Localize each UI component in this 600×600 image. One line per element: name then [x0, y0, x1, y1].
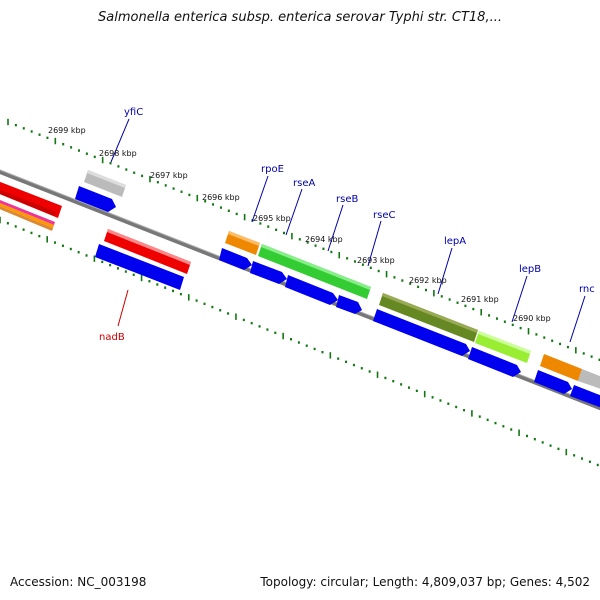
gene-lepb[interactable] [475, 331, 531, 363]
accession-text: Accession: NC_003198 [10, 575, 147, 589]
gene-label-rseb[interactable]: rseB [336, 194, 358, 205]
feature-multicolor-left[interactable] [0, 196, 55, 231]
gene-rsea-rseb[interactable] [258, 244, 371, 299]
kbp-label: 2692 kbp [409, 276, 447, 285]
cds-lepa[interactable] [373, 309, 470, 356]
cds-yfic[interactable] [75, 186, 116, 212]
gene-rpoe[interactable] [225, 231, 260, 255]
kbp-label: 2693 kbp [357, 256, 395, 265]
cds-rseb[interactable] [285, 275, 338, 305]
cds-nadb[interactable] [95, 244, 184, 290]
map-title: Salmonella enterica subsp. enterica sero… [98, 10, 502, 25]
cds-rpoe[interactable] [219, 248, 252, 270]
label-leaders [110, 118, 586, 343]
cds-rsea[interactable] [250, 261, 287, 284]
genome-summary-text: Topology: circular; Length: 4,809,037 bp… [260, 575, 590, 589]
gene-label-lepa[interactable]: lepA [444, 236, 466, 247]
kbp-label: 2699 kbp [48, 126, 86, 135]
gene-label-rsea[interactable]: rseA [293, 178, 315, 189]
gene-label-rsec[interactable]: rseC [373, 210, 395, 221]
gene-label-lepb[interactable]: lepB [519, 264, 541, 275]
tick-track [0, 118, 600, 467]
gene-label-nadb[interactable]: nadB [99, 332, 125, 343]
kbp-label: 2695 kbp [253, 214, 291, 223]
gene-label-rpoe[interactable]: rpoE [261, 164, 284, 175]
gene-labels: yfiC rpoE rseA rseB rseC lepA lepB rnc n… [99, 107, 595, 343]
kbp-scale: 2699 kbp 2698 kbp 2697 kbp 2696 kbp 2695… [48, 126, 551, 323]
gene-label-yfic[interactable]: yfiC [124, 107, 143, 118]
feature-red-left[interactable] [0, 178, 62, 218]
kbp-label: 2694 kbp [305, 235, 343, 244]
cds-rnc[interactable] [534, 370, 600, 411]
kbp-label: 2691 kbp [461, 295, 499, 304]
cds-lepb[interactable] [468, 347, 521, 377]
gene-rnc[interactable] [540, 354, 600, 392]
gene-yfic[interactable] [84, 170, 126, 197]
kbp-label: 2698 kbp [99, 149, 137, 158]
cds-rsec[interactable] [336, 295, 362, 314]
kbp-label: 2697 kbp [150, 171, 188, 180]
gene-nadb[interactable] [104, 229, 191, 274]
kbp-label: 2690 kbp [513, 314, 551, 323]
gene-label-rnc[interactable]: rnc [579, 284, 595, 295]
gene-lepa[interactable] [379, 293, 478, 342]
kbp-label: 2696 kbp [202, 193, 240, 202]
